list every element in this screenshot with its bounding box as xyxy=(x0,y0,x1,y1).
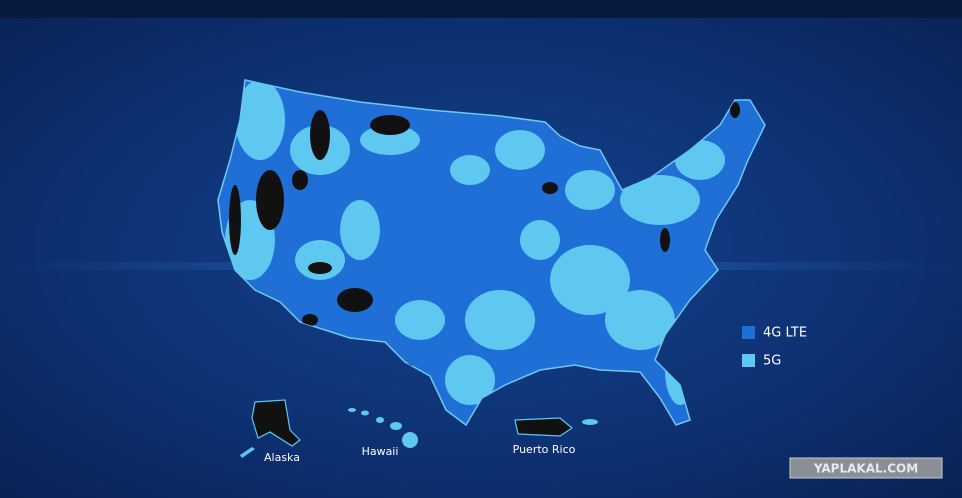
virgin-islands xyxy=(582,419,598,425)
puerto-rico-shape xyxy=(514,417,574,437)
territories xyxy=(240,399,598,458)
alaska-islands xyxy=(240,447,255,458)
legend: 4G LTE 5G xyxy=(742,326,807,369)
alaska-shape xyxy=(251,399,301,447)
place-label: Alaska xyxy=(264,451,300,464)
place-label: Hawaii xyxy=(362,445,399,458)
top-strip xyxy=(0,0,962,18)
watermark: YAPLAKAL.COM xyxy=(813,462,918,476)
legend-label: 5G xyxy=(763,354,781,369)
legend-swatch xyxy=(742,326,755,339)
place-label: Puerto Rico xyxy=(513,443,576,456)
legend-label: 4G LTE xyxy=(763,326,807,341)
watermark-box xyxy=(789,457,943,479)
hawaii-shape xyxy=(348,408,418,448)
contiguous-us xyxy=(217,79,766,426)
legend-swatch xyxy=(742,354,755,367)
no-coverage xyxy=(229,102,740,373)
